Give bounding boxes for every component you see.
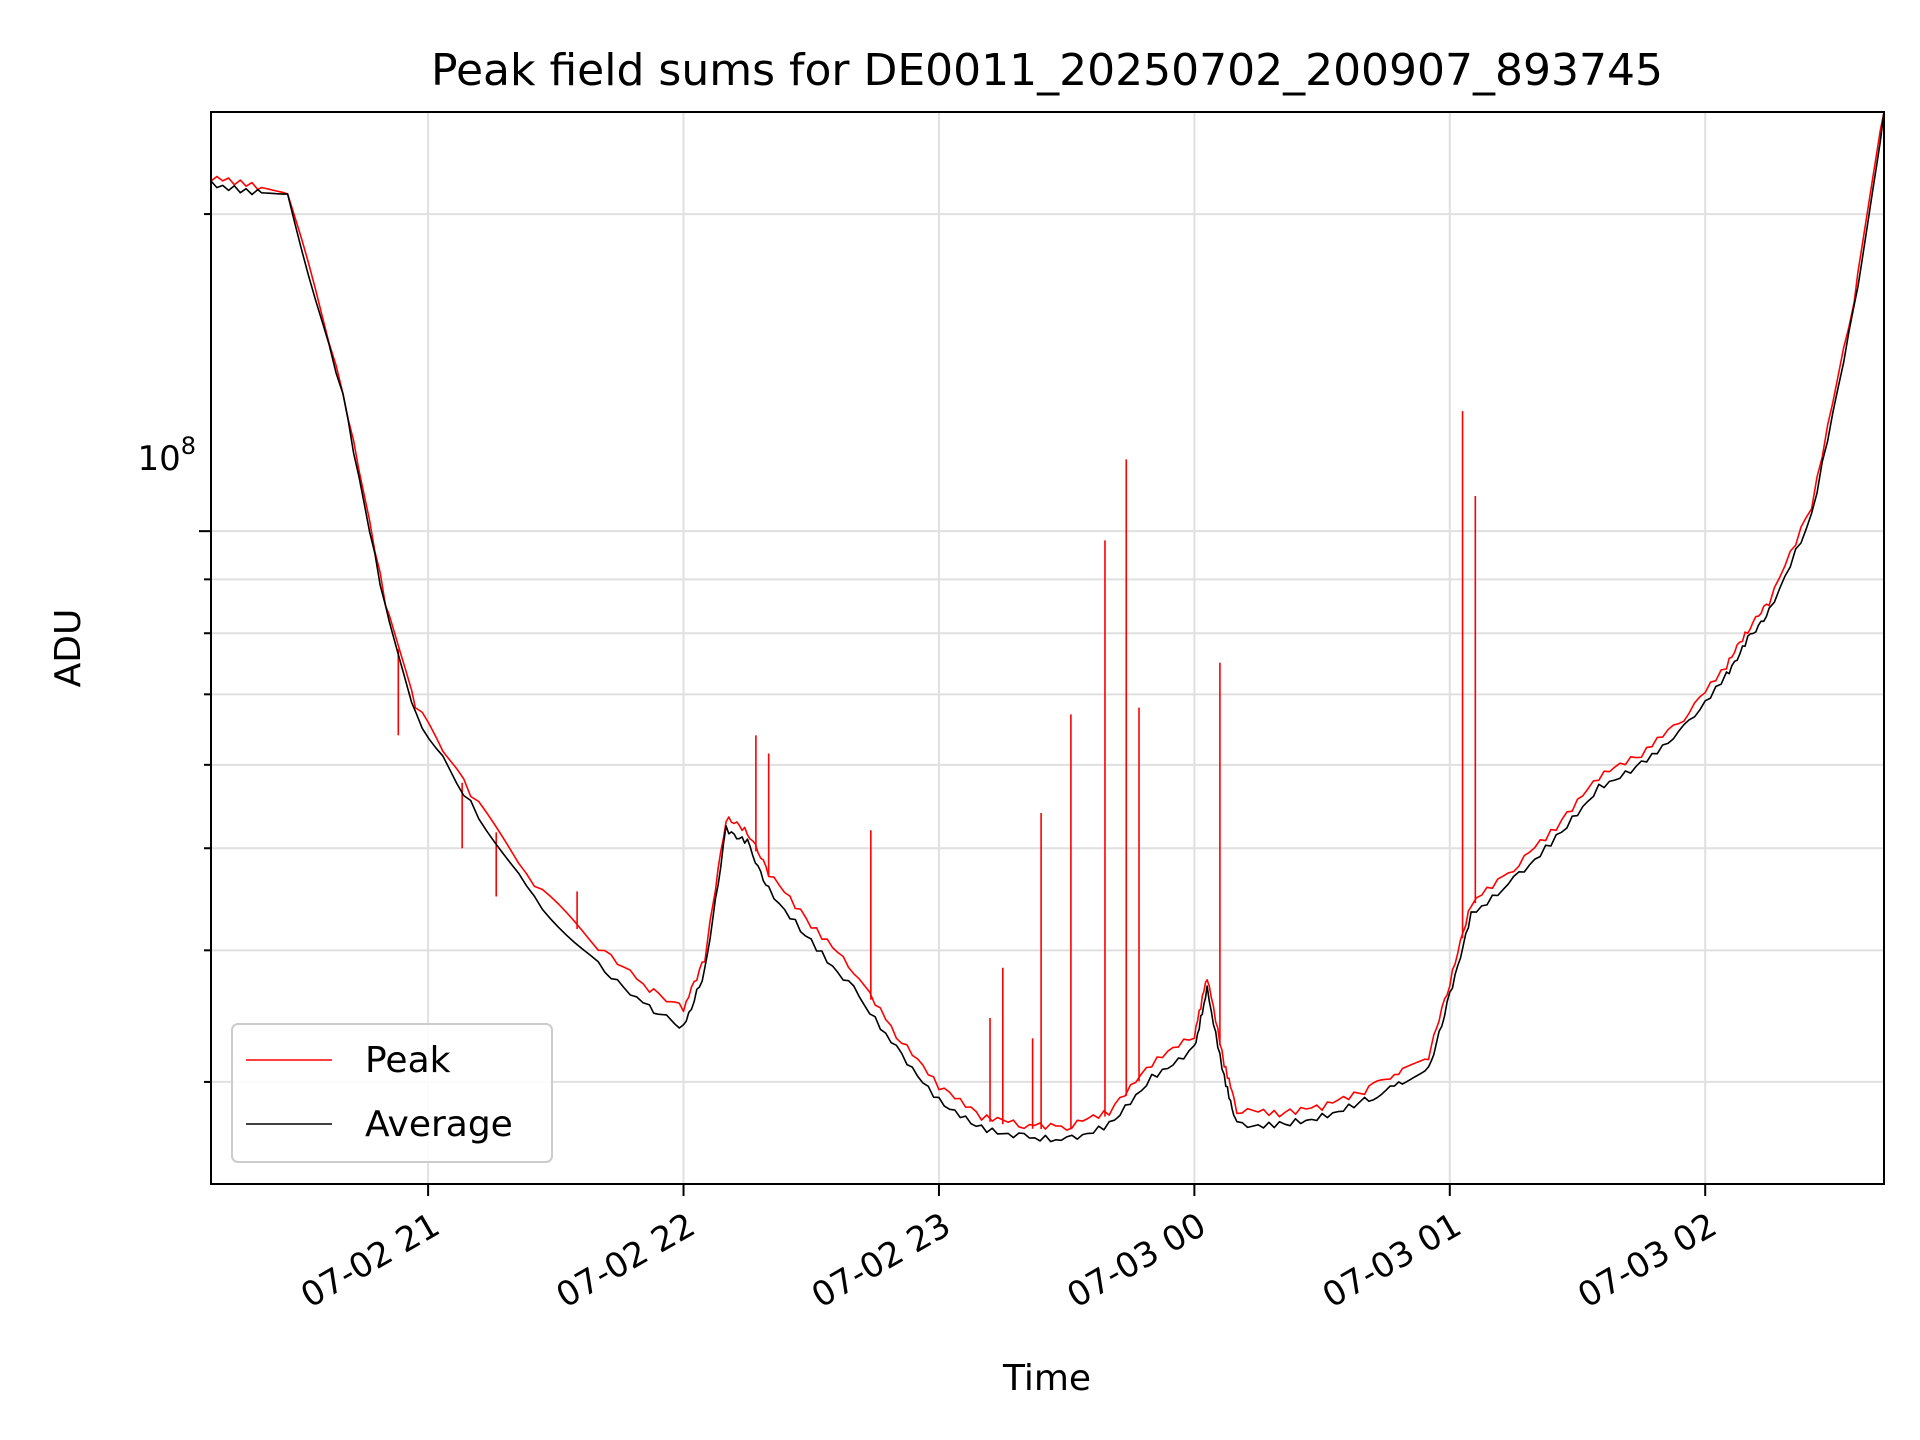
y-axis: 108 — [137, 213, 211, 1083]
x-axis-label: Time — [1002, 1358, 1091, 1399]
chart-title: Peak field sums for DE0011_20250702_2009… — [431, 45, 1663, 96]
legend-label-average: Average — [365, 1104, 513, 1145]
legend-label-peak: Peak — [365, 1040, 451, 1081]
series-line-average — [210, 111, 1885, 1143]
plot-area — [210, 111, 1885, 1143]
legend: Peak Average — [231, 1023, 553, 1163]
y-axis-label: ADU — [48, 609, 89, 688]
y-tick-base: 10 — [137, 439, 180, 479]
grid — [211, 112, 1884, 1184]
series-line-peak — [210, 111, 1885, 1131]
y-tick-label: 108 — [137, 432, 196, 479]
axes-frame — [210, 111, 1885, 1185]
y-tick-exponent: 8 — [181, 432, 196, 460]
legend-box — [231, 1023, 553, 1163]
